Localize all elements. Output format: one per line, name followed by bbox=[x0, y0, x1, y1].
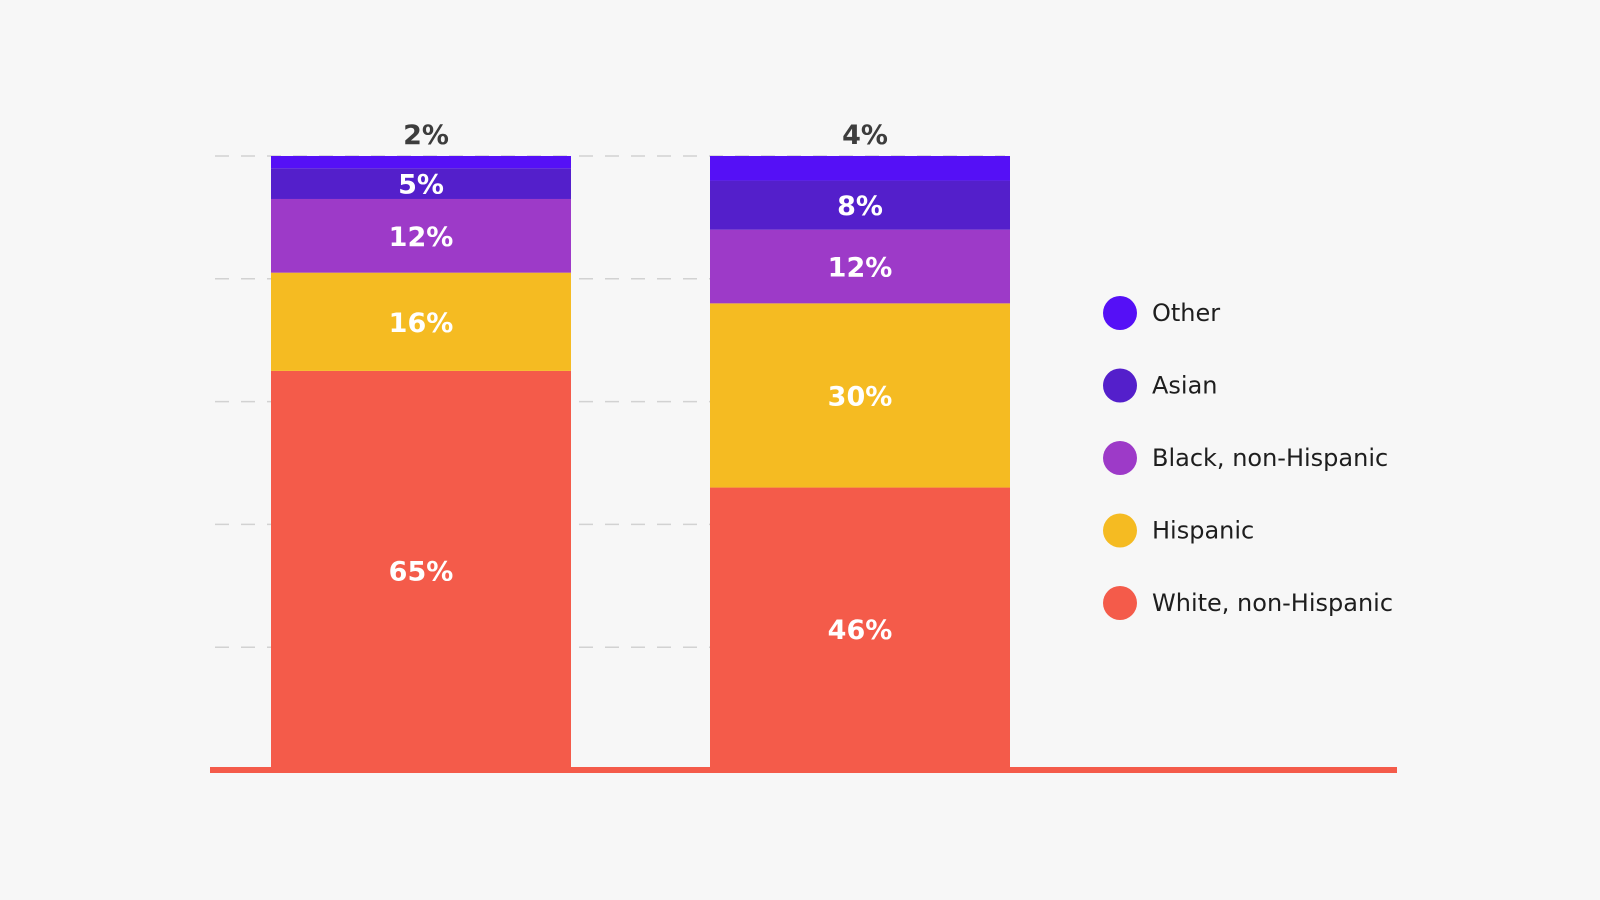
bar-segment-label: 30% bbox=[828, 381, 893, 412]
legend-swatch bbox=[1103, 513, 1137, 548]
bar-top-label: 4% bbox=[842, 120, 888, 151]
bar-segment bbox=[710, 180, 1010, 230]
bar-top-label: 2% bbox=[403, 120, 449, 151]
bar-segment-label: 16% bbox=[389, 308, 454, 339]
bars bbox=[271, 156, 1010, 770]
bar-segment-label: 5% bbox=[398, 170, 444, 201]
bar-segment bbox=[271, 156, 571, 169]
bar-segment bbox=[710, 487, 1010, 770]
bar-segment bbox=[271, 370, 571, 770]
bar-segment bbox=[271, 198, 571, 273]
legend-swatch bbox=[1103, 368, 1137, 403]
legend: Other Asian Black, non-Hispanic Hispanic Whi… bbox=[1103, 296, 1393, 620]
legend-swatch bbox=[1103, 296, 1137, 330]
legend-label: Other bbox=[1152, 299, 1220, 327]
bar-segment-label: 8% bbox=[837, 191, 883, 222]
bar-segment bbox=[710, 303, 1010, 488]
bar-segment-label: 65% bbox=[389, 556, 454, 587]
bar-segment-label: 12% bbox=[828, 253, 893, 284]
data-labels: 65% 16% 12% 5% 2% 46% 30% 12% 8% 4% bbox=[389, 120, 893, 646]
bar-segment-label: 46% bbox=[828, 615, 893, 646]
bar-segment bbox=[710, 229, 1010, 304]
legend-swatch bbox=[1103, 441, 1137, 475]
bar-segment-label: 12% bbox=[389, 222, 454, 253]
bar-segment bbox=[271, 168, 571, 199]
legend-label: Hispanic bbox=[1152, 517, 1254, 545]
legend-label: Asian bbox=[1152, 372, 1218, 400]
bar-segment bbox=[710, 156, 1010, 181]
legend-label: White, non-Hispanic bbox=[1152, 589, 1393, 617]
bar-segment bbox=[271, 272, 571, 371]
legend-label: Black, non-Hispanic bbox=[1152, 444, 1388, 472]
legend-swatch bbox=[1103, 586, 1137, 620]
